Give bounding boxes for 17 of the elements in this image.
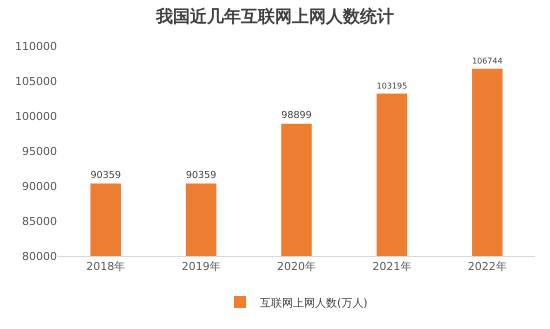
y-tick-label: 95000 [22,144,57,158]
y-tick-label: 100000 [15,110,57,123]
y-tick-label: 85000 [22,214,57,228]
data-label: 90359 [90,170,121,181]
x-tick-label: 2020年 [277,260,316,274]
data-label: 98899 [281,110,312,122]
data-label: 90359 [186,170,216,181]
x-tick-label: 2019年 [182,260,221,274]
y-tick-label: 80000 [22,250,57,263]
y-tick-label: 105000 [15,74,57,88]
y-tick-label: 110000 [15,40,57,53]
legend-label: 互联网上网人数(万人) [260,296,368,310]
y-tick-label: 90000 [22,180,57,193]
chart-title: 我国近几年互联网上网人数统计 [155,6,394,27]
x-tick-label: 2022年 [468,260,507,274]
x-tick-label: 2021年 [372,260,412,274]
x-tick-label: 2018年 [86,260,126,274]
